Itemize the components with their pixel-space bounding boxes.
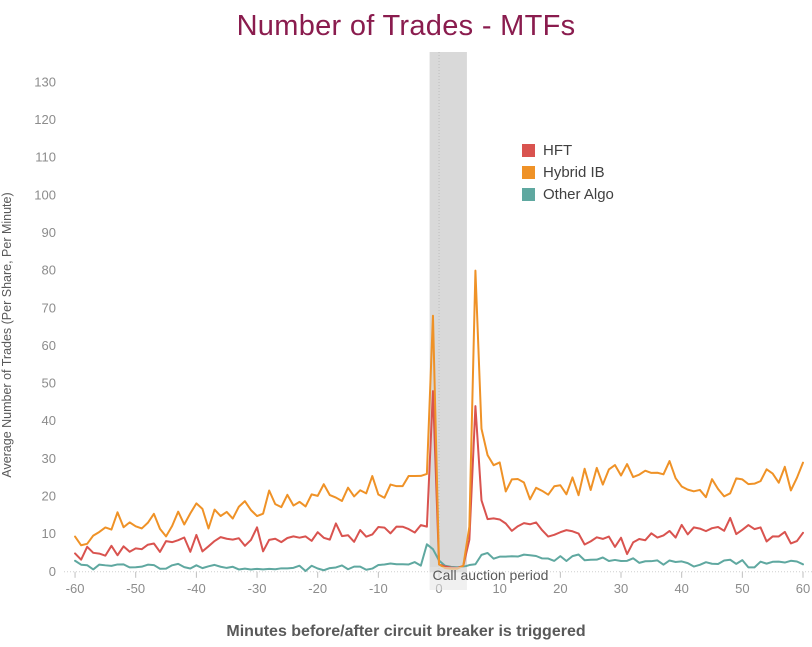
svg-text:20: 20 — [42, 489, 56, 504]
svg-text:-10: -10 — [369, 581, 388, 596]
svg-text:-50: -50 — [126, 581, 145, 596]
svg-text:10: 10 — [492, 581, 506, 596]
svg-text:60: 60 — [796, 581, 810, 596]
svg-text:80: 80 — [42, 263, 56, 278]
svg-text:100: 100 — [34, 187, 56, 202]
svg-text:40: 40 — [42, 413, 56, 428]
svg-text:-20: -20 — [308, 581, 327, 596]
svg-text:-60: -60 — [66, 581, 85, 596]
svg-text:50: 50 — [42, 376, 56, 391]
svg-text:70: 70 — [42, 300, 56, 315]
svg-text:50: 50 — [735, 581, 749, 596]
svg-text:40: 40 — [674, 581, 688, 596]
svg-text:0: 0 — [49, 564, 56, 579]
svg-text:30: 30 — [614, 581, 628, 596]
svg-text:120: 120 — [34, 112, 56, 127]
svg-text:130: 130 — [34, 74, 56, 89]
svg-text:90: 90 — [42, 225, 56, 240]
svg-text:-30: -30 — [248, 581, 267, 596]
svg-text:60: 60 — [42, 338, 56, 353]
svg-text:10: 10 — [42, 526, 56, 541]
svg-text:110: 110 — [35, 150, 56, 165]
svg-text:30: 30 — [42, 451, 56, 466]
svg-text:20: 20 — [553, 581, 567, 596]
svg-text:-40: -40 — [187, 581, 206, 596]
